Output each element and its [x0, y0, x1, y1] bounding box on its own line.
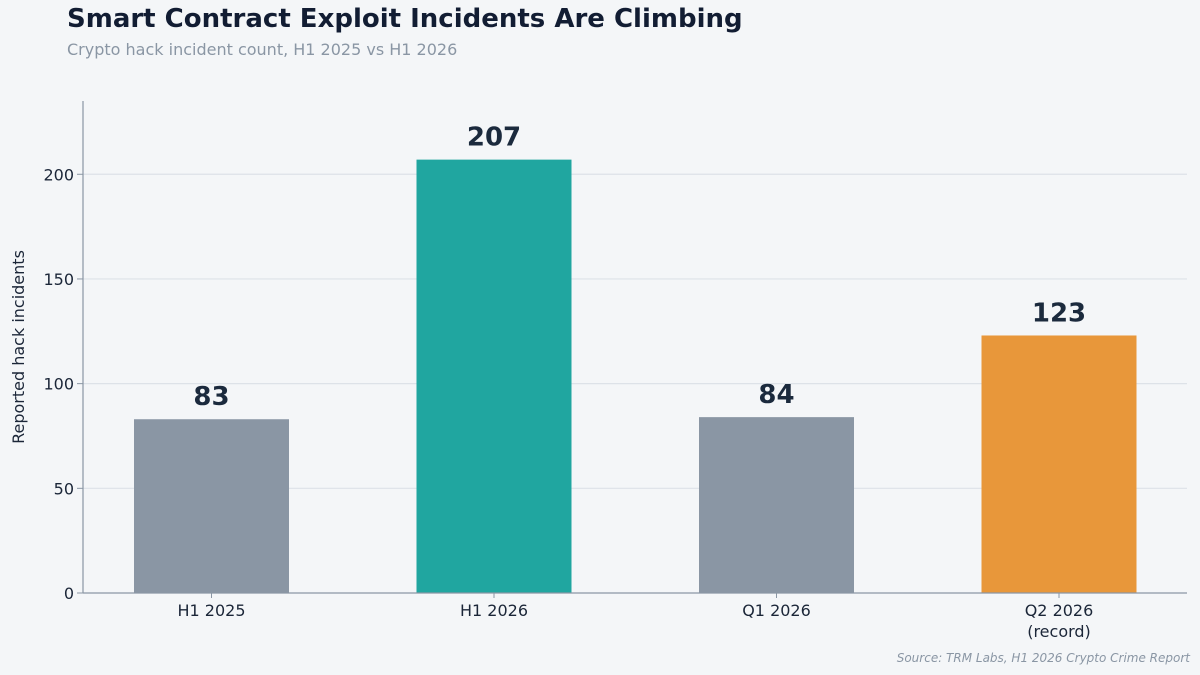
bar — [134, 419, 289, 593]
bar-value-label: 123 — [1032, 298, 1086, 328]
bar-value-label: 83 — [193, 382, 229, 412]
y-tick-label: 150 — [43, 270, 74, 289]
x-tick-label-line: H1 2025 — [177, 601, 245, 620]
bar-value-label: 207 — [467, 123, 521, 153]
y-axis-label: Reported hack incidents — [9, 250, 28, 444]
bar — [981, 335, 1137, 593]
chart-title: Smart Contract Exploit Incidents Are Cli… — [67, 4, 743, 34]
bar — [416, 159, 572, 593]
x-tick-label-line: Q2 2026 — [1025, 601, 1094, 620]
bar-value-label: 84 — [758, 380, 794, 410]
bar — [699, 417, 854, 593]
source-note: Source: TRM Labs, H1 2026 Crypto Crime R… — [896, 651, 1190, 665]
chart-subtitle: Crypto hack incident count, H1 2025 vs H… — [67, 40, 458, 59]
x-tick-label: H1 2025 — [177, 601, 245, 620]
x-tick-label: H1 2026 — [460, 601, 528, 620]
x-tick-label: Q2 2026 (record) — [1025, 601, 1094, 641]
x-tick-label-line: (record) — [1027, 622, 1091, 641]
y-tick-label: 50 — [54, 479, 74, 498]
x-tick-label: Q1 2026 — [742, 601, 811, 620]
x-tick-label-line: H1 2026 — [460, 601, 528, 620]
y-tick-label: 100 — [43, 375, 74, 394]
y-tick-label: 200 — [43, 165, 74, 184]
x-tick-label-line: Q1 2026 — [742, 601, 811, 620]
y-tick-label: 0 — [64, 584, 74, 603]
